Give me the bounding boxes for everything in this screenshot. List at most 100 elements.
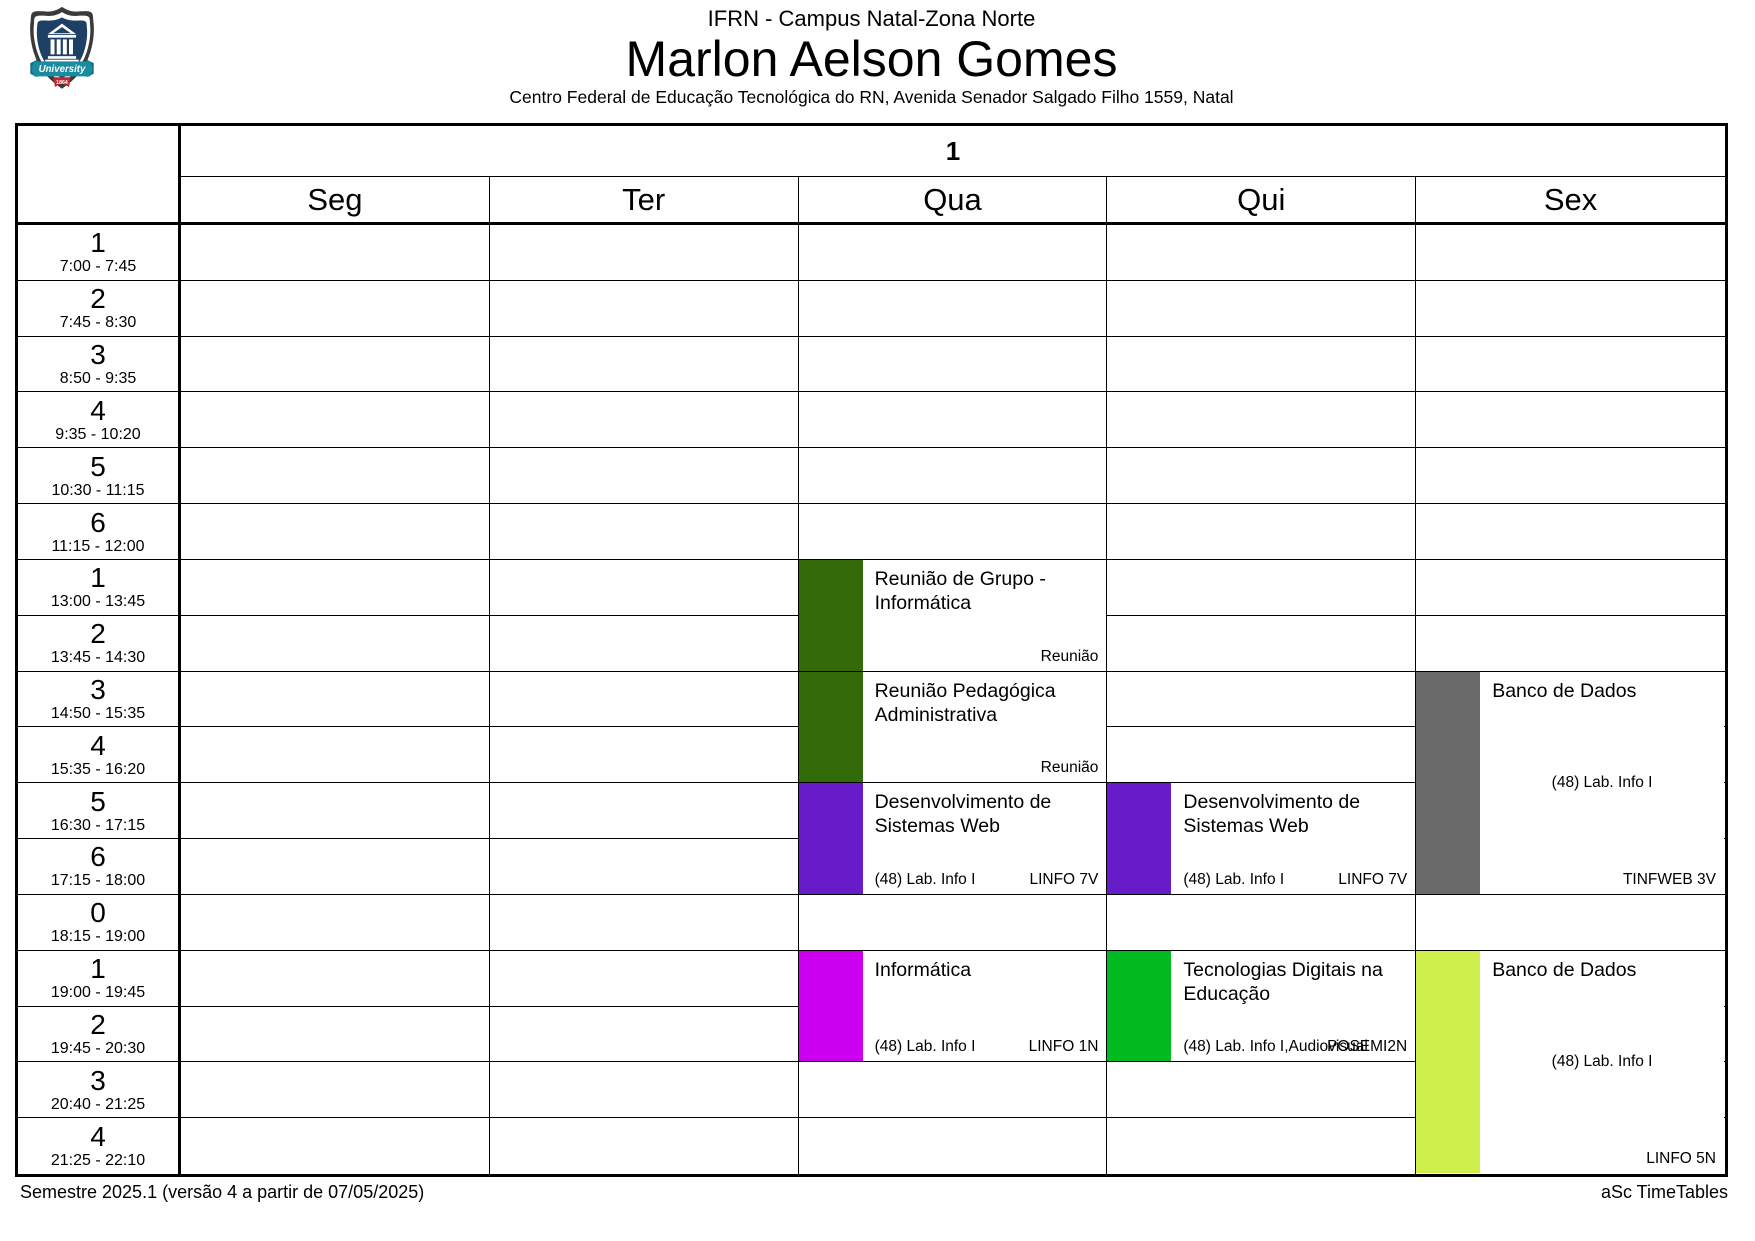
- event-content: Banco de Dados (48) Lab. Info I LINFO 5N: [1480, 951, 1724, 1173]
- period-number: 2: [90, 618, 106, 650]
- schedule-cell: [181, 559, 490, 616]
- event-title: Desenvolvimento de Sistemas Web: [1183, 791, 1361, 838]
- schedule-cell: [489, 1006, 799, 1063]
- period-time: 13:45 - 14:30: [50, 649, 146, 667]
- schedule-cell: [798, 225, 1108, 281]
- schedule-cell: [1107, 559, 1417, 616]
- event-color-bar: [1416, 671, 1481, 894]
- schedule-cell: [181, 727, 490, 784]
- event-card: Desenvolvimento de Sistemas Web (48) Lab.…: [798, 783, 1107, 894]
- schedule-cell: [489, 783, 799, 840]
- schedule-cell: [1416, 337, 1725, 393]
- event-title: Desenvolvimento de Sistemas Web: [874, 791, 1052, 838]
- period-time: 11:15 - 12:00: [51, 537, 145, 555]
- event-title: Banco de Dados: [1492, 679, 1637, 702]
- schedule-cell: [489, 1062, 799, 1119]
- period-number: 6: [90, 506, 106, 538]
- event-class: LINFO 7V: [1029, 870, 1099, 888]
- schedule-cell: [1107, 392, 1417, 449]
- schedule-cell: [1107, 839, 1417, 895]
- schedule-cell: [181, 783, 490, 840]
- period-label: 3 14:50 - 15:35: [18, 671, 181, 728]
- period-label: 4 15:35 - 16:20: [18, 727, 181, 784]
- schedule-cell: [181, 448, 490, 505]
- period-number: 3: [90, 673, 106, 705]
- event-class: LINFO 7V: [1338, 870, 1408, 888]
- schedule-cell: [1416, 839, 1725, 895]
- schedule-cell: [1107, 1118, 1417, 1174]
- event-content: Reunião Pedagógica Administrativa Reunião: [863, 672, 1107, 783]
- event-title: Tecnologias Digitais na Educação: [1183, 958, 1383, 1005]
- event-title: Informática: [874, 958, 972, 981]
- period-number: 1: [90, 953, 106, 985]
- event-title: Banco de Dados: [1492, 958, 1637, 981]
- schedule-cell: [489, 950, 799, 1007]
- day-header-qua: Qua: [798, 177, 1108, 225]
- schedule-cell: [798, 1062, 1108, 1119]
- event-card: Tecnologias Digitais na Educação (48) Lab…: [1107, 950, 1416, 1062]
- event-class: LINFO 5N: [1646, 1149, 1716, 1167]
- banner-ribbon: University: [30, 59, 94, 78]
- schedule-cell: [181, 671, 490, 728]
- schedule-cell: [181, 392, 490, 449]
- period-number: 6: [90, 841, 106, 873]
- event-class: TINFWEB 3V: [1622, 870, 1716, 888]
- schedule-cell: [1416, 895, 1725, 951]
- schedule-cell: [1416, 560, 1725, 616]
- period-time: 15:35 - 16:20: [50, 760, 146, 778]
- schedule-cell: [181, 615, 490, 672]
- period-time: 8:50 - 9:35: [59, 370, 137, 388]
- period-time: 19:45 - 20:30: [50, 1039, 146, 1057]
- period-label: 3 20:40 - 21:25: [18, 1062, 181, 1119]
- schedule-cell: [1416, 281, 1725, 337]
- period-number: 2: [90, 283, 106, 315]
- schedule-cell: [489, 280, 799, 337]
- schedule-cell: [1107, 280, 1417, 337]
- period-label: 2 19:45 - 20:30: [18, 1006, 181, 1063]
- period-number: 5: [90, 450, 106, 482]
- schedule-cell: [1107, 1062, 1417, 1119]
- period-time: 10:30 - 11:15: [51, 481, 145, 499]
- schedule-cell: [489, 671, 799, 728]
- schedule-cell: [798, 448, 1108, 505]
- event-color-bar: [798, 671, 863, 783]
- event-title: Reunião de Grupo - Informática: [874, 567, 1046, 614]
- period-time: 7:45 - 8:30: [59, 314, 137, 332]
- schedule-cell: [490, 1118, 799, 1174]
- schedule-cell: [489, 894, 799, 951]
- event-content: Informática (48) Lab. Info I LINFO 1N: [863, 951, 1107, 1062]
- asc-timetables-label: aSc TimeTables: [1600, 1182, 1728, 1202]
- year-text: 1864: [56, 80, 68, 86]
- period-label: 4 9:35 - 10:20: [18, 392, 181, 449]
- schedule-cell: [489, 839, 799, 895]
- schedule-cell: [181, 1006, 490, 1063]
- schedule-cell: [489, 225, 799, 281]
- period-number: 1: [90, 562, 106, 594]
- event-card: Reunião Pedagógica Administrativa Reunião: [798, 671, 1107, 783]
- schedule-cell: [798, 839, 1108, 895]
- period-number: 4: [90, 394, 106, 426]
- schedule-cell: [1107, 615, 1417, 672]
- schedule-cell: [181, 894, 490, 951]
- schedule-cell: [1107, 225, 1417, 281]
- event-card: Banco de Dados (48) Lab. Info I LINFO 5N: [1416, 950, 1724, 1173]
- event-content: Banco de Dados (48) Lab. Info I TINFWEB 3V: [1480, 672, 1724, 894]
- semester-version-label: Semestre 2025.1 (versão 4 a partir de 07…: [20, 1182, 425, 1202]
- schedule-cell: [489, 559, 799, 616]
- period-time: 9:35 - 10:20: [55, 425, 141, 443]
- schedule-cell: [181, 280, 490, 337]
- period-time: 14:50 - 15:35: [50, 704, 146, 722]
- day-header-ter: Ter: [489, 177, 799, 225]
- schedule-cell: [798, 615, 1108, 672]
- person-name-title: Marlon Aelson Gomes: [625, 31, 1118, 87]
- period-label: 5 10:30 - 11:15: [18, 448, 181, 505]
- schedule-cell: [798, 280, 1108, 337]
- period-time: 13:00 - 13:45: [50, 593, 146, 611]
- period-number: 5: [90, 785, 106, 817]
- period-number: 1: [90, 227, 106, 259]
- event-color-bar: [1416, 950, 1481, 1173]
- event-color-bar: [798, 559, 863, 671]
- event-color-bar: [1107, 950, 1172, 1062]
- period-label: 6 17:15 - 18:00: [18, 839, 181, 895]
